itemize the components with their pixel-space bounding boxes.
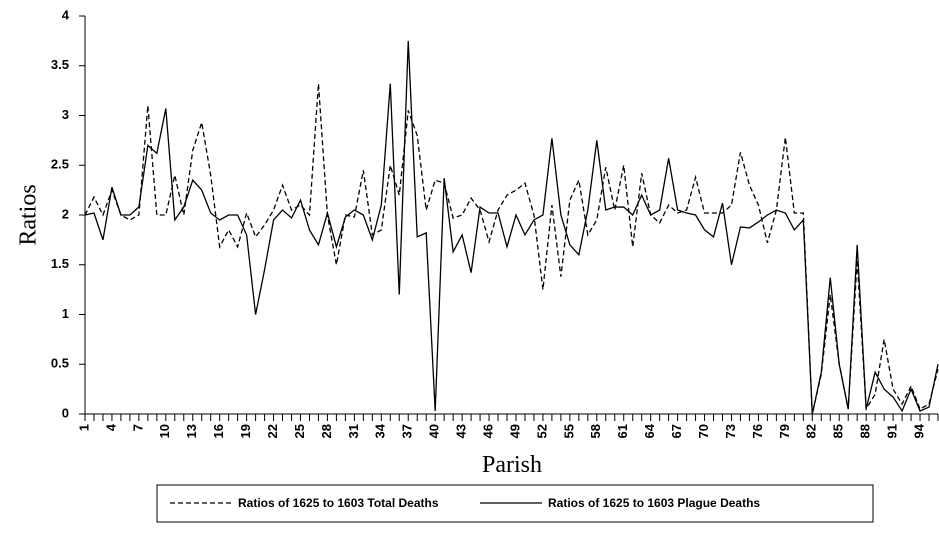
x-tick-label: 22 [265,424,280,438]
x-tick-label: 79 [777,424,792,438]
x-tick-label: 58 [588,424,603,438]
x-tick-label: 37 [400,424,415,438]
x-tick-label: 70 [696,424,711,438]
x-tick-label: 88 [858,424,873,438]
x-tick-label: 28 [319,424,334,438]
x-tick-label: 85 [831,424,846,438]
x-tick-label: 52 [534,424,549,438]
x-tick-label: 94 [911,423,926,438]
y-tick-label: 1 [62,306,69,321]
x-tick-label: 16 [211,424,226,438]
y-tick-label: 2.5 [51,157,69,172]
x-tick-label: 25 [292,424,307,438]
legend-label: Ratios of 1625 to 1603 Total Deaths [238,496,439,510]
y-tick-label: 0 [62,405,69,420]
x-axis-title: Parish [482,452,542,478]
x-tick-label: 4 [103,423,118,431]
x-tick-label: 10 [157,424,172,438]
y-tick-label: 0.5 [51,356,69,371]
x-tick-label: 82 [804,424,819,438]
x-tick-label: 55 [561,424,576,438]
x-tick-label: 34 [373,423,388,438]
x-tick-label: 64 [642,423,657,438]
x-tick-label: 46 [480,424,495,438]
x-tick-label: 76 [750,424,765,438]
x-tick-label: 49 [507,424,522,438]
x-tick-label: 13 [184,424,199,438]
y-tick-label: 2 [62,206,69,221]
x-tick-label: 43 [454,424,469,438]
y-tick-label: 4 [62,7,70,22]
y-tick-label: 1.5 [51,256,69,271]
x-tick-label: 73 [723,424,738,438]
x-tick-label: 1 [76,424,91,431]
x-tick-label: 67 [669,424,684,438]
x-tick-label: 91 [885,424,900,438]
y-tick-label: 3 [62,107,69,122]
x-tick-label: 19 [238,424,253,438]
series-line [84,40,939,415]
legend-box [156,484,874,523]
x-tick-label: 61 [615,424,630,438]
y-axis-title: Ratios [16,184,42,245]
y-tick-label: 3.5 [51,57,69,72]
legend-label: Ratios of 1625 to 1603 Plague Deaths [548,496,760,510]
x-tick-label: 7 [130,424,145,431]
series-line [84,83,939,415]
x-tick-label: 31 [346,424,361,438]
x-tick-label: 40 [427,424,442,438]
